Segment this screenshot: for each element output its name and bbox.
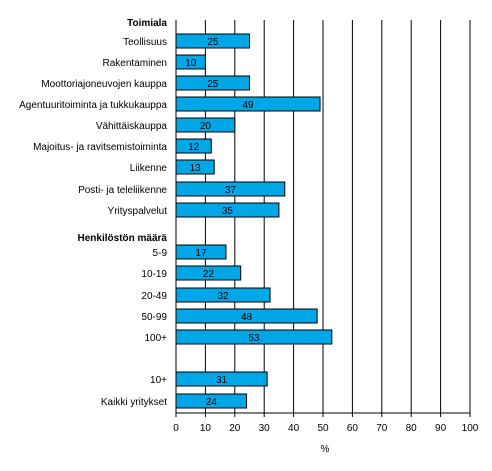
data-label: 22 <box>203 269 215 280</box>
data-label: 24 <box>206 397 218 408</box>
category-label: 50-99 <box>141 312 167 323</box>
category-label: Rakentaminen <box>103 58 167 69</box>
category-label: Yrityspalvelut <box>108 206 168 217</box>
category-label: Vähittäiskauppa <box>96 121 168 132</box>
category-label: Agentuuritoiminta ja tukkukauppa <box>19 100 167 111</box>
data-label: 17 <box>195 248 207 259</box>
category-label: 100+ <box>144 333 167 344</box>
category-labels: Toimiala Teollisuus Rakentaminen Moottoriaj… <box>19 18 167 408</box>
data-label: 35 <box>222 206 234 217</box>
category-label: Liikenne <box>130 163 168 174</box>
x-tick-label: 0 <box>173 423 179 434</box>
category-label: Kaikki yritykset <box>101 397 167 408</box>
x-tick-label: 80 <box>406 423 418 434</box>
bars <box>175 33 333 409</box>
x-tick-label: 20 <box>229 423 241 434</box>
category-label: Majoitus- ja ravitsemistoiminta <box>33 142 167 153</box>
data-label: 25 <box>207 79 219 90</box>
category-label: Posti- ja teleliikenne <box>78 185 167 196</box>
data-label: 31 <box>216 375 228 386</box>
category-label: 10+ <box>150 375 167 386</box>
category-label: 5-9 <box>153 248 168 259</box>
category-label: 20-49 <box>141 291 167 302</box>
x-axis: 0 10 20 30 40 50 60 70 80 90 100 <box>173 20 479 434</box>
data-label: 10 <box>185 58 197 69</box>
data-label: 12 <box>188 142 200 153</box>
data-label: 53 <box>248 333 260 344</box>
data-label: 32 <box>217 291 229 302</box>
data-label: 49 <box>242 100 254 111</box>
x-tick-label: 10 <box>200 423 212 434</box>
x-tick-label: 90 <box>435 423 447 434</box>
data-label: 20 <box>200 121 212 132</box>
x-axis-label: % <box>321 444 330 455</box>
x-tick-label: 50 <box>317 423 329 434</box>
category-label: Moottoriajoneuvojen kauppa <box>41 79 167 90</box>
category-label: 10-19 <box>141 269 167 280</box>
x-tick-label: 60 <box>347 423 359 434</box>
data-label: 13 <box>190 163 202 174</box>
data-label: 25 <box>207 37 219 48</box>
x-tick-label: 70 <box>376 423 388 434</box>
x-tick-label: 40 <box>288 423 300 434</box>
category-label: Teollisuus <box>123 37 167 48</box>
data-label: 48 <box>241 312 253 323</box>
x-tick-label: 30 <box>259 423 271 434</box>
group-heading: Toimiala <box>127 18 167 29</box>
data-label: 37 <box>225 185 237 196</box>
x-tick-label: 100 <box>462 423 479 434</box>
group-heading: Henkilöstön määrä <box>78 233 168 244</box>
